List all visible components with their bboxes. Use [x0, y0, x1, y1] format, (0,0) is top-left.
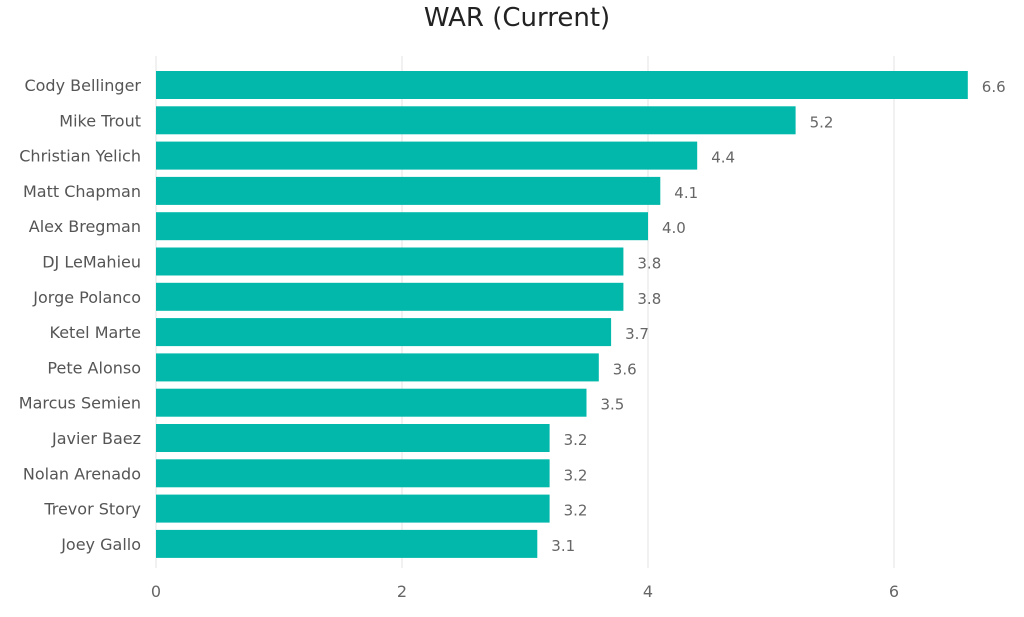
value-label: 3.8 [637, 255, 661, 273]
category-label: Pete Alonso [47, 358, 141, 377]
value-label: 6.6 [982, 78, 1006, 96]
chart-title: WAR (Current) [424, 3, 610, 33]
bar [156, 71, 968, 99]
category-label: Marcus Semien [19, 394, 141, 413]
value-label: 3.2 [564, 466, 588, 484]
category-labels: Cody Bellinger Mike Trout Christian Yelich… [19, 76, 142, 554]
value-label: 4.0 [662, 219, 686, 237]
category-label: Ketel Marte [50, 323, 142, 342]
x-tick-label: 4 [643, 582, 653, 601]
value-label: 4.4 [711, 149, 735, 167]
bars [156, 71, 968, 558]
category-label: Joey Gallo [60, 535, 141, 554]
bar [156, 247, 624, 276]
bar [156, 388, 587, 417]
category-label: Matt Chapman [23, 182, 141, 201]
category-label: Nolan Arenado [23, 464, 141, 483]
value-label: 3.8 [637, 290, 661, 308]
x-tick-label: 2 [397, 582, 407, 601]
category-label: DJ LeMahieu [42, 253, 141, 272]
value-label: 3.1 [551, 537, 575, 555]
x-tick-label: 6 [889, 582, 899, 601]
value-label: 5.2 [810, 113, 834, 131]
value-label: 3.6 [613, 360, 637, 378]
value-label: 3.5 [601, 396, 625, 414]
category-label: Christian Yelich [19, 147, 141, 166]
bar [156, 424, 550, 452]
bar [156, 141, 698, 170]
value-label: 3.7 [625, 325, 649, 343]
category-label: Alex Bregman [29, 217, 141, 236]
value-label: 4.1 [674, 184, 698, 202]
bar [156, 318, 612, 347]
category-label: Javier Baez [51, 429, 141, 448]
value-label: 3.2 [564, 502, 588, 520]
bar [156, 353, 599, 382]
category-label: Jorge Polanco [32, 288, 141, 307]
value-labels: 6.65.24.44.14.03.83.83.73.63.53.23.23.23… [551, 78, 1005, 555]
bar [156, 176, 661, 205]
category-label: Trevor Story [43, 500, 141, 519]
bar [156, 282, 624, 311]
category-label: Cody Bellinger [24, 76, 141, 95]
x-axis-ticks: 0 2 4 6 [151, 582, 899, 601]
bar [156, 106, 796, 135]
x-tick-label: 0 [151, 582, 161, 601]
bar [156, 529, 538, 558]
value-label: 3.2 [564, 431, 588, 449]
bar [156, 494, 550, 523]
bar [156, 212, 648, 241]
category-label: Mike Trout [59, 111, 141, 130]
bar [156, 459, 550, 488]
